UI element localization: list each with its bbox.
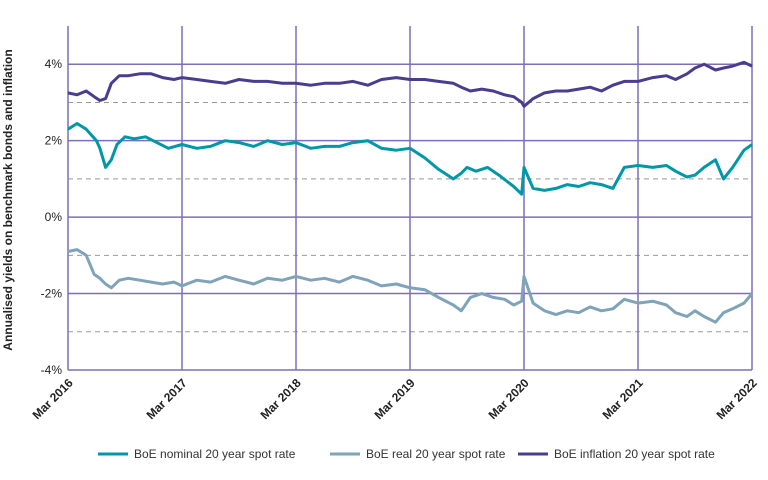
x-axis-ticks: Mar 2016 Mar 2017 Mar 2018 Mar 2019 Mar 2020…	[30, 376, 760, 422]
y-tick-label: 2%	[45, 134, 63, 148]
x-tick-label: Mar 2021	[600, 376, 646, 422]
x-tick-label: Mar 2020	[486, 376, 532, 422]
series-line-2	[67, 60, 753, 108]
y-tick-label: 0%	[45, 210, 63, 224]
y-tick-label: 4%	[45, 57, 63, 71]
legend-label: BoE nominal 20 year spot rate	[134, 447, 296, 461]
legend-label: BoE real 20 year spot rate	[366, 447, 506, 461]
y-axis-ticks: 4% 2% 0% -2% -4%	[41, 57, 63, 377]
x-tick-label: Mar 2019	[372, 376, 418, 422]
x-tick-label: Mar 2017	[144, 376, 190, 422]
x-tick-label: Mar 2018	[258, 376, 304, 422]
x-tick-label: Mar 2022	[714, 376, 760, 422]
series-lines	[67, 60, 754, 324]
x-tick-label: Mar 2016	[30, 376, 76, 422]
y-tick-label: -4%	[41, 363, 63, 377]
series-line-1	[67, 248, 754, 324]
legend: BoE nominal 20 year spot rate BoE real 20…	[98, 447, 715, 461]
series-line-0	[67, 122, 753, 196]
grid	[67, 26, 753, 371]
y-axis-label: Annualised yields on benchmark bonds and…	[1, 49, 15, 350]
y-tick-label: -2%	[41, 287, 63, 301]
legend-label: BoE inflation 20 year spot rate	[554, 447, 715, 461]
